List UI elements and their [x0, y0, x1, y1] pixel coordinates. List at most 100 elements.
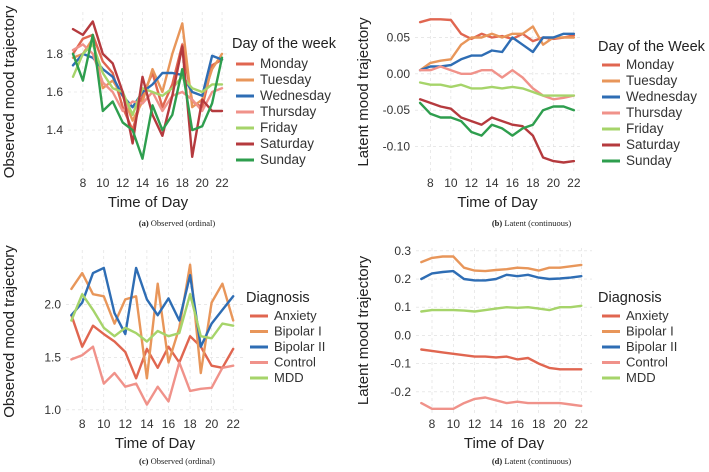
legend-label: Control [626, 355, 668, 370]
legend-label: Anxiety [626, 308, 669, 323]
legend-label: Bipolar I [626, 324, 674, 339]
x-tick-label: 16 [162, 417, 176, 431]
y-axis-title: Latent mood trajectory [355, 17, 372, 167]
series-lines [420, 255, 583, 411]
caption-a: (a) Observed (ordinal) [0, 218, 354, 228]
x-tick-label: 20 [205, 417, 219, 431]
legend-label: Anxiety [274, 308, 317, 323]
legend: Day of the week MondayTuesdayWednesdayThu… [232, 36, 337, 167]
caption-c-label: (c) [139, 456, 149, 466]
series-line-anxiety [420, 348, 583, 371]
series-line-sunday [71, 33, 224, 160]
panel-d: 8 10 12 14 16 18 20 22 -0.2 -0.1 0.0 0.1 0.2 0.3 Time … [354, 236, 709, 472]
x-tick-label: 10 [96, 176, 110, 190]
y-axis-title: Observed mood trajectory [1, 5, 18, 178]
series-line-wednesday [71, 52, 224, 109]
caption-c-text: Observed (ordinal) [150, 456, 215, 466]
x-tick-label: 8 [79, 417, 86, 431]
caption-b-label: (b) [491, 218, 503, 228]
legend-label: Monday [260, 56, 308, 71]
x-tick-label: 14 [140, 417, 154, 431]
legend-label: Sunday [626, 153, 672, 168]
panel-c: 8 10 12 14 16 18 20 22 1.0 1.5 2.0 Time of Day Obser… [0, 236, 354, 472]
series-line-friday [418, 81, 576, 97]
legend-label: Saturday [260, 136, 314, 151]
x-tick-label: 8 [80, 176, 87, 190]
legend-label: Bipolar II [274, 339, 325, 354]
x-tick-label: 22 [567, 176, 581, 190]
x-axis-title: Time of Day [108, 194, 189, 211]
y-tick-label: 0.1 [394, 300, 411, 314]
series-line-control [70, 345, 235, 406]
y-tick-label: 0.05 [387, 30, 411, 44]
y-tick-label: 1.6 [46, 85, 63, 99]
series-line-mdd [70, 293, 235, 343]
caption-b: (b) Latent (continuous) [354, 218, 709, 228]
chart-d: 8 10 12 14 16 18 20 22 -0.2 -0.1 0.0 0.1 0.2 0.3 Time … [355, 244, 677, 450]
legend-label: Thursday [260, 104, 317, 119]
x-tick-label: 14 [485, 176, 499, 190]
y-axis-title: Latent mood trajectory [355, 255, 372, 405]
y-tick-label: -0.10 [383, 140, 411, 154]
x-tick-label: 20 [547, 176, 561, 190]
x-tick-label: 16 [506, 176, 520, 190]
y-tick-label: -0.1 [390, 357, 411, 371]
x-tick-label: 22 [575, 417, 589, 431]
x-tick-label: 12 [465, 176, 479, 190]
legend-label: Bipolar II [626, 339, 677, 354]
y-tick-label: 1.8 [46, 47, 63, 61]
legend-label: Tuesday [626, 73, 678, 88]
y-tick-label: 0.2 [394, 272, 411, 286]
caption-d-text: Latent (continuous) [504, 456, 572, 466]
series-line-friday [71, 43, 224, 117]
caption-b-text: Latent (continuous) [504, 218, 572, 228]
y-tick-label: 1.5 [44, 350, 61, 364]
series-lines [418, 18, 576, 164]
legend-label: Thursday [626, 105, 683, 120]
panel-a: 8 10 12 14 16 18 20 22 1.4 1.6 1.8 Time of Day Obser… [0, 0, 354, 236]
y-tick-label: -0.05 [383, 103, 411, 117]
x-axis-title: Time of Day [115, 435, 196, 450]
x-tick-label: 10 [444, 176, 458, 190]
series-lines [70, 263, 235, 406]
series-line-anxiety [70, 313, 235, 380]
y-axis-title: Observed mood trajectory [1, 245, 18, 418]
legend-label: Saturday [626, 137, 680, 152]
x-tick-label: 12 [468, 417, 482, 431]
chart-a: 8 10 12 14 16 18 20 22 1.4 1.6 1.8 Time of Day Obser… [1, 5, 337, 211]
y-tick-label: 0.0 [394, 328, 411, 342]
legend-title: Diagnosis [598, 290, 662, 306]
legend-label: Bipolar I [274, 324, 322, 339]
series-line-bipolar-ii [420, 269, 583, 282]
x-tick-label: 22 [215, 176, 229, 190]
x-tick-label: 18 [176, 176, 190, 190]
x-tick-label: 8 [429, 417, 436, 431]
legend-label: MDD [274, 370, 304, 385]
series-line-tuesday [418, 25, 576, 72]
series-line-thursday [418, 65, 576, 101]
y-tick-label: 1.0 [44, 403, 61, 417]
legend-label: MDD [626, 370, 656, 385]
chart-c: 8 10 12 14 16 18 20 22 1.0 1.5 2.0 Time of Day Obser… [1, 245, 325, 450]
caption-a-text: Observed (ordinal) [150, 218, 216, 228]
y-tick-label: 0.00 [387, 67, 411, 81]
series-line-bipolar-i [420, 255, 583, 273]
x-tick-label: 16 [156, 176, 170, 190]
x-tick-label: 16 [511, 417, 525, 431]
x-tick-label: 10 [447, 417, 461, 431]
x-tick-label: 18 [532, 417, 546, 431]
series-line-wednesday [418, 32, 576, 72]
legend-title: Day of the week [232, 36, 337, 52]
caption-a-label: (a) [138, 218, 149, 228]
series-line-saturday [418, 98, 576, 164]
x-tick-label: 20 [195, 176, 209, 190]
panel-b: 8 10 12 14 16 18 20 22 -0.10 -0.05 0.00 0.05 Time of… [354, 0, 709, 236]
x-tick-label: 10 [97, 417, 111, 431]
legend-label: Wednesday [260, 88, 331, 103]
legend: Day of the Week MondayTuesdayWednesdayThu… [598, 39, 706, 168]
legend-title: Diagnosis [246, 290, 310, 306]
x-tick-label: 18 [526, 176, 540, 190]
x-axis-title: Time of Day [457, 194, 538, 211]
